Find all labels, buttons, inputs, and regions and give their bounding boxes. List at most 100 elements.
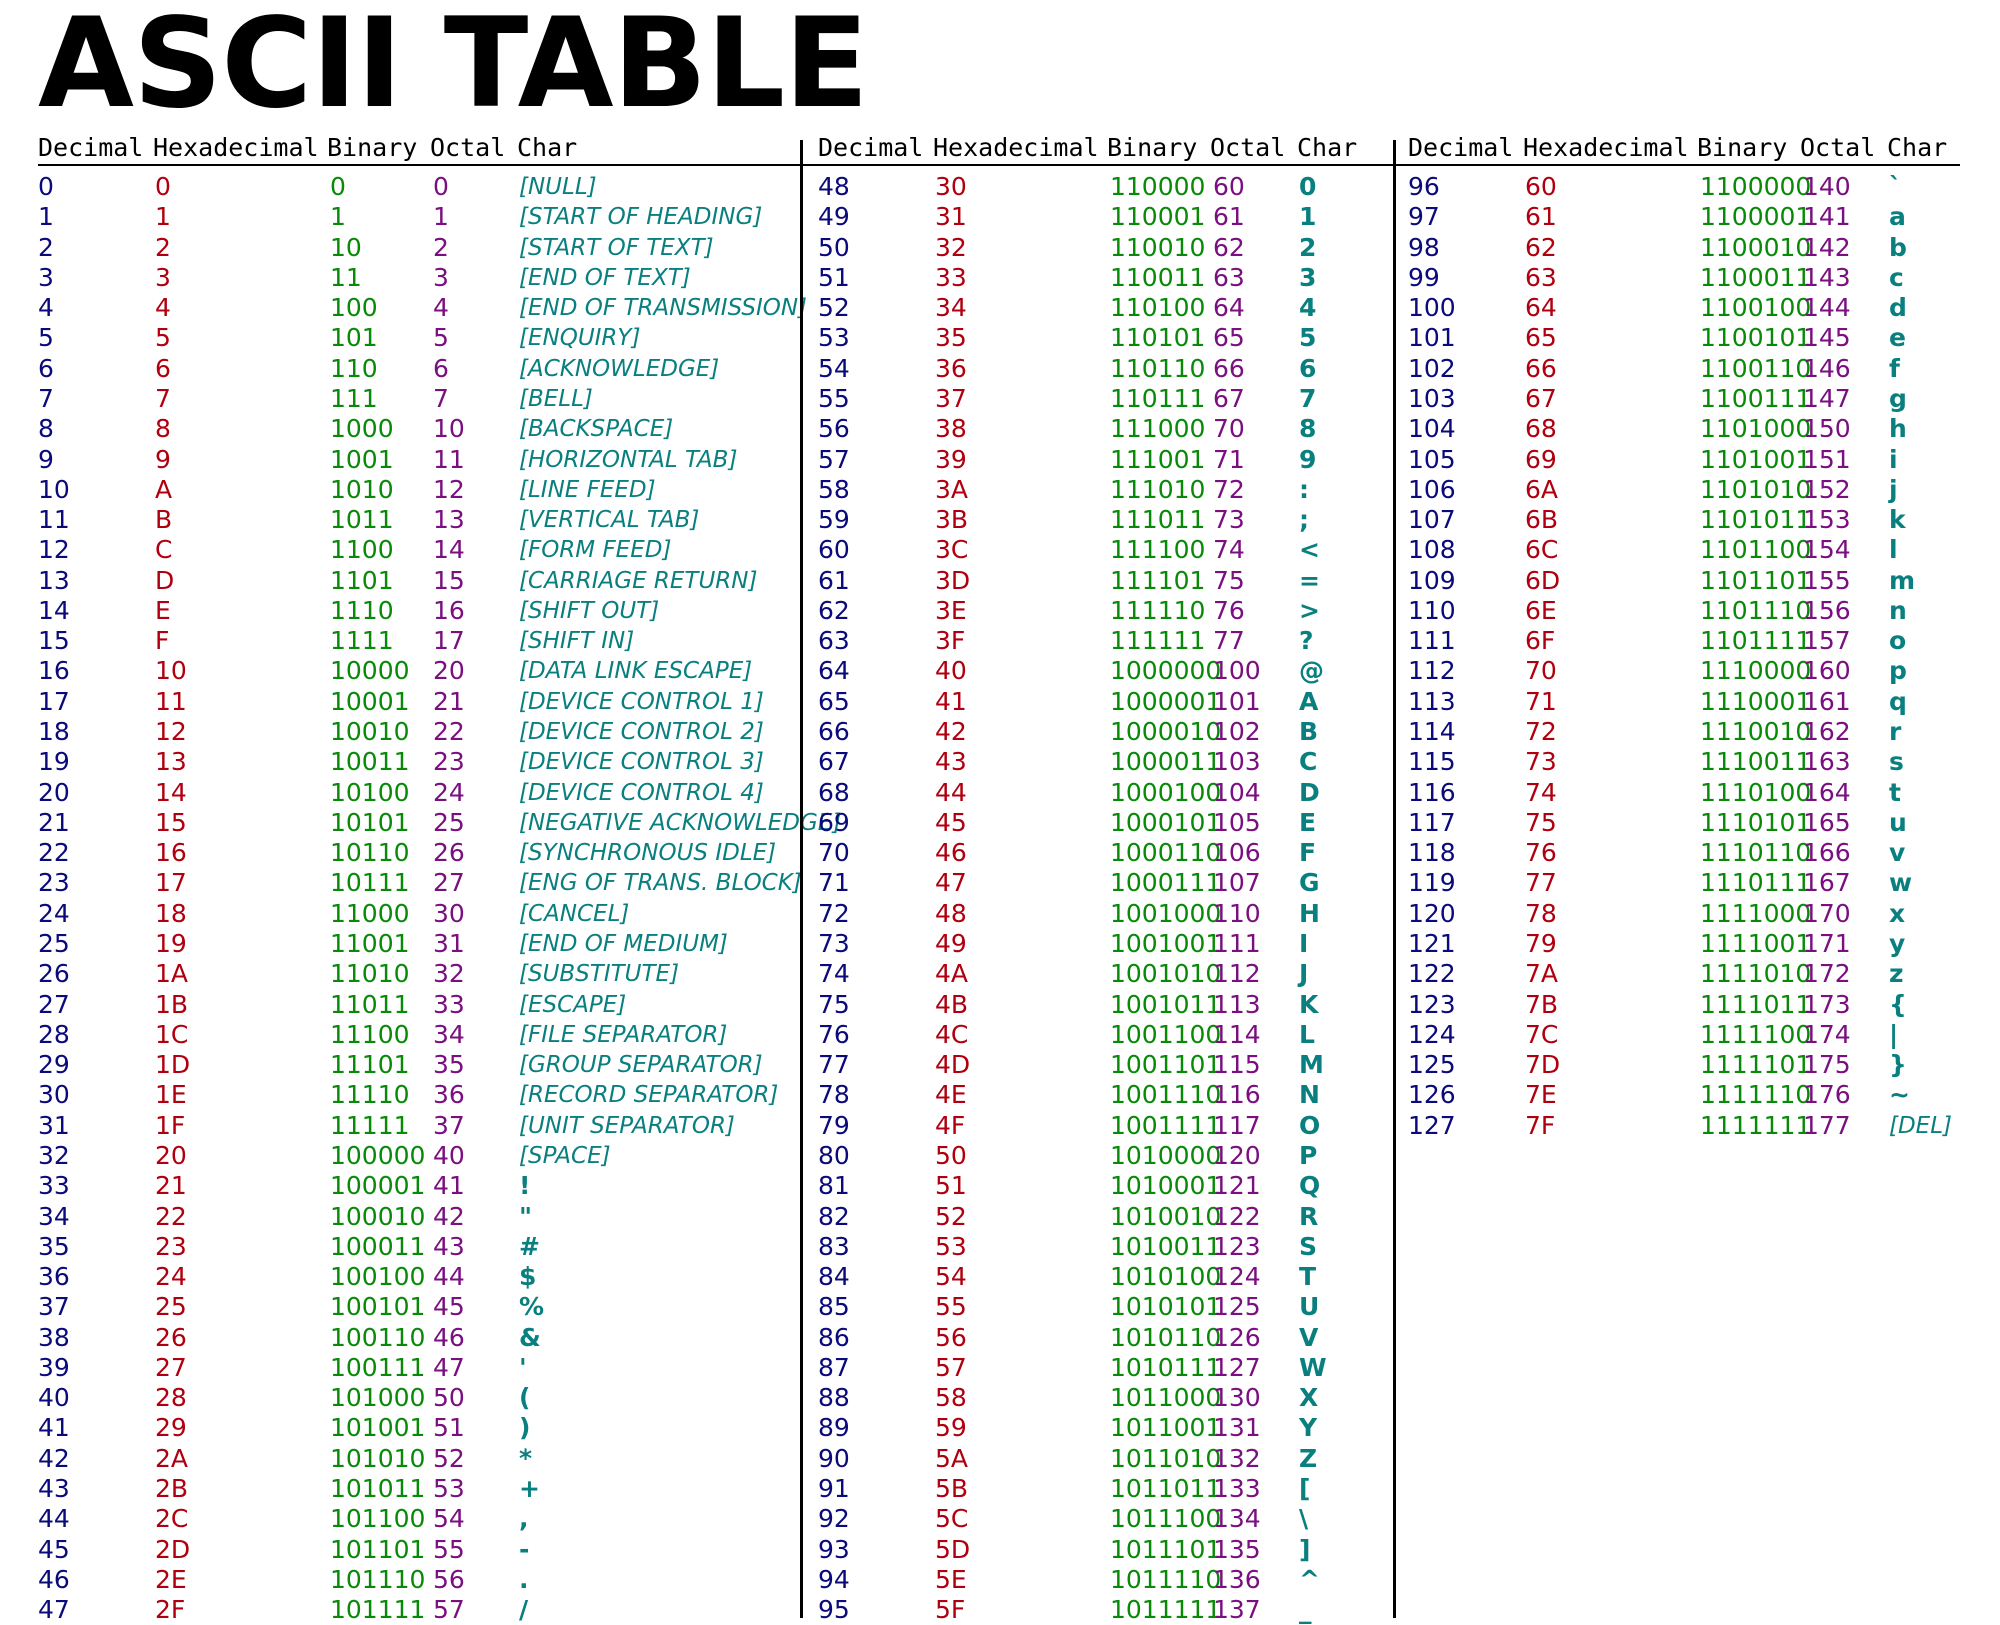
column-header-row-3: Decimal Hexadecimal Binary Octal Char	[1408, 133, 1968, 167]
hex-cell: 42	[935, 717, 967, 747]
decimal-cell: 101	[1408, 323, 1456, 353]
decimal-cell: 38	[38, 1322, 70, 1352]
binary-cell: 111011	[1110, 505, 1206, 535]
binary-cell: 1101110	[1700, 595, 1812, 625]
hex-cell: 68	[1525, 414, 1557, 444]
octal-cell: 152	[1803, 474, 1851, 504]
decimal-cell: 23	[38, 868, 70, 898]
char-cell: H	[1299, 898, 1320, 928]
decimal-cell: 115	[1408, 747, 1456, 777]
decimal-cell: 102	[1408, 353, 1456, 383]
hex-cell: 43	[935, 747, 967, 777]
binary-cell: 1011010	[1110, 1443, 1222, 1473]
char-cell: *	[519, 1443, 533, 1473]
decimal-cell: 92	[818, 1504, 850, 1534]
table-row: 115 73 1110011 163 s	[1408, 747, 1968, 777]
hex-cell: 2D	[155, 1534, 191, 1564]
hex-cell: 58	[935, 1383, 967, 1413]
hex-cell: 6A	[1525, 474, 1559, 504]
table-row: 65 41 1000001 101 A	[818, 687, 1378, 717]
hex-cell: 4E	[935, 1080, 967, 1110]
char-cell: |	[1889, 1019, 1899, 1049]
table-row: 121 79 1111001 171 y	[1408, 929, 1968, 959]
char-cell: h	[1889, 414, 1907, 444]
hex-cell: 22	[155, 1201, 187, 1231]
hex-cell: 6	[155, 353, 171, 383]
decimal-cell: 81	[818, 1171, 850, 1201]
binary-cell: 1001	[330, 444, 394, 474]
hex-cell: 7E	[1525, 1080, 1557, 1110]
table-row: 119 77 1110111 167 w	[1408, 868, 1968, 898]
hex-cell: 6D	[1525, 565, 1561, 595]
octal-cell: 105	[1213, 807, 1261, 837]
table-row: 122 7A 1111010 172 z	[1408, 959, 1968, 989]
char-cell: {	[1889, 989, 1907, 1019]
binary-cell: 101100	[330, 1504, 426, 1534]
char-cell: W	[1299, 1352, 1327, 1382]
octal-cell: 44	[433, 1262, 465, 1292]
table-row: 30 1E 11110 36 [RECORD SEPARATOR]	[38, 1080, 778, 1110]
table-row: 55 37 110111 67 7	[818, 384, 1378, 414]
binary-cell: 1110001	[1700, 686, 1812, 716]
char-cell: k	[1889, 505, 1906, 535]
table-row: 24 18 11000 30 [CANCEL]	[38, 899, 629, 929]
hex-cell: 10	[155, 656, 187, 686]
hex-cell: 60	[1525, 172, 1557, 201]
table-row: 84 54 1010100 124 T	[818, 1262, 1378, 1292]
hex-cell: 4F	[935, 1110, 966, 1140]
decimal-cell: 40	[38, 1383, 70, 1413]
octal-cell: 111	[1213, 929, 1261, 958]
octal-cell: 17	[433, 626, 465, 656]
table-row: 1 1 1 1 [START OF HEADING]	[38, 202, 762, 232]
binary-cell: 1101111	[1700, 626, 1812, 656]
hex-cell: 53	[935, 1231, 967, 1261]
column-header-row-1: Decimal Hexadecimal Binary Octal Char	[38, 133, 598, 167]
octal-cell: 144	[1803, 293, 1851, 323]
table-row: 73 49 1001001 111 I	[818, 929, 1378, 959]
char-cell: [ENQUIRY]	[519, 325, 641, 352]
decimal-cell: 126	[1408, 1080, 1456, 1110]
octal-cell: 106	[1213, 838, 1261, 868]
octal-cell: 32	[433, 959, 465, 989]
table-row: 101 65 1100101 145 e	[1408, 323, 1968, 353]
binary-cell: 10	[330, 232, 362, 262]
binary-cell: 100010	[330, 1201, 426, 1231]
hex-cell: 79	[1525, 929, 1557, 958]
hex-cell: 29	[155, 1413, 187, 1443]
binary-cell: 1011	[330, 505, 394, 535]
table-row: 29 1D 11101 35 [GROUP SEPARATOR]	[38, 1050, 763, 1080]
table-row: 120 78 1111000 170 x	[1408, 899, 1968, 929]
table-row: 7 7 111 7 [BELL]	[38, 384, 598, 414]
binary-cell: 1000000	[1110, 656, 1222, 686]
char-cell: [DEVICE CONTROL 2]	[519, 719, 764, 746]
binary-cell: 1010111	[1110, 1352, 1222, 1382]
header-hexadecimal: Hexadecimal	[153, 133, 319, 162]
char-cell: [HORIZONTAL TAB]	[519, 446, 738, 473]
decimal-cell: 25	[38, 929, 70, 958]
table-row: 90 5A 1011010 132 Z	[818, 1444, 1378, 1474]
table-row: 87 57 1010111 127 W	[818, 1353, 1378, 1383]
table-row: 0 0 0 0 [NULL]	[38, 172, 598, 202]
decimal-cell: 60	[818, 535, 850, 565]
octal-cell: 130	[1213, 1383, 1261, 1413]
header-char: Char	[1297, 133, 1358, 162]
hex-cell: F	[155, 626, 170, 656]
hex-cell: 14	[155, 777, 187, 807]
hex-cell: 16	[155, 838, 187, 868]
char-cell: [ACKNOWLEDGE]	[519, 355, 720, 382]
binary-cell: 1011000	[1110, 1383, 1222, 1413]
octal-cell: 132	[1213, 1443, 1261, 1473]
octal-cell: 66	[1213, 353, 1245, 383]
binary-cell: 1011110	[1110, 1564, 1222, 1594]
char-cell: w	[1889, 868, 1913, 898]
octal-cell: 154	[1803, 535, 1851, 565]
octal-cell: 71	[1213, 444, 1245, 474]
hex-cell: 11	[155, 686, 187, 716]
header-octal: Octal	[1800, 133, 1876, 162]
decimal-cell: 93	[818, 1534, 850, 1564]
octal-cell: 47	[433, 1352, 465, 1382]
binary-cell: 10001	[330, 686, 410, 716]
header-char: Char	[1887, 133, 1948, 162]
octal-cell: 11	[433, 444, 465, 474]
hex-cell: 12	[155, 717, 187, 747]
